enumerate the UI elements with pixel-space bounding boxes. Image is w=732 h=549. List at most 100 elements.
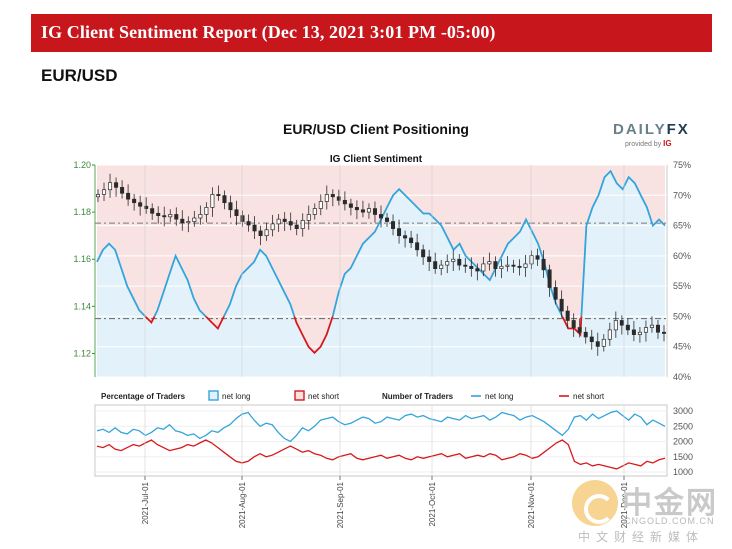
candle-body <box>481 263 486 272</box>
candle-body <box>102 189 107 195</box>
candle-body <box>505 264 510 267</box>
candle-body <box>433 261 438 269</box>
candle-body <box>607 329 612 340</box>
candle-body <box>463 264 468 267</box>
candle-body <box>565 310 570 321</box>
main-plot: 40% 45% 50% 55% 60% 65% 70% 75% 1.12 1.14 1.16 1.18… <box>73 160 691 382</box>
chart-subtitle: IG Client Sentiment <box>330 154 423 165</box>
candle-body <box>385 217 390 222</box>
candle-body <box>427 256 432 262</box>
logo-wordmark: DAILYFX <box>613 121 690 138</box>
candle-body <box>451 258 456 262</box>
candle-body <box>613 320 618 331</box>
legend-num-label: Number of Traders <box>382 392 454 401</box>
pct-tick-label: 60% <box>673 251 691 261</box>
candle-body <box>511 264 516 267</box>
legend-num-short-label: net short <box>573 392 605 401</box>
net-short-fill <box>97 165 665 353</box>
candle-body <box>294 224 299 229</box>
pct-tick-label: 75% <box>673 160 691 170</box>
candle-body <box>643 327 648 333</box>
x-tick-label: 2021-Sep-01 <box>336 481 345 528</box>
candle-body <box>174 214 179 220</box>
candle-body <box>457 258 462 266</box>
candle-body <box>192 217 197 222</box>
candle-body <box>168 214 173 218</box>
candle-body <box>391 221 396 229</box>
candle-body <box>499 265 504 269</box>
traders-tick-label: 1500 <box>673 452 693 462</box>
candle-body <box>625 324 630 331</box>
candle-body <box>264 229 269 237</box>
candle-body <box>354 207 359 211</box>
pct-tick-label: 50% <box>673 311 691 321</box>
candle-body <box>330 194 335 198</box>
candle-body <box>475 268 480 272</box>
candle-body <box>397 228 402 237</box>
candle-body <box>649 324 654 328</box>
pct-tick-label: 70% <box>673 190 691 200</box>
legend-pct-label: Percentage of Traders <box>101 392 186 401</box>
x-tick-label: 2021-Jul-01 <box>141 481 150 524</box>
price-tick-label: 1.18 <box>73 207 91 217</box>
candle-body <box>366 208 371 213</box>
candle-body <box>252 224 257 232</box>
traders-tick-label: 2500 <box>673 421 693 431</box>
pct-tick-label: 55% <box>673 281 691 291</box>
candle-body <box>559 298 564 312</box>
logo-sub-text: provided by <box>625 141 662 148</box>
price-tick-label: 1.20 <box>73 160 91 170</box>
candle-body <box>631 329 636 335</box>
cngold-watermark: 中金网 CNGOLD.COM.CN 中文财经新媒体 <box>572 478 732 546</box>
candle-body <box>258 230 263 237</box>
candle-body <box>523 263 528 268</box>
net-long-traders-line <box>96 410 666 443</box>
candle-body <box>409 237 414 244</box>
candle-body <box>300 220 305 229</box>
candle-body <box>312 208 317 215</box>
logo-provided-by: provided by IG <box>625 139 672 148</box>
candle-body <box>204 207 209 215</box>
x-axis: 2021-Jul-01 2021-Aug-01 2021-Sep-01 2021-Oc… <box>141 165 629 528</box>
candle-body <box>216 194 221 196</box>
legend-pct-short-swatch <box>294 390 305 401</box>
candle-body <box>421 249 426 258</box>
candle-body <box>637 331 642 335</box>
candle-body <box>114 182 119 188</box>
candle-body <box>595 341 600 347</box>
legend-pct-long-swatch <box>208 390 219 401</box>
pct-tick-label: 65% <box>673 221 691 231</box>
chart-title: EUR/USD Client Positioning <box>283 121 469 137</box>
candle-body <box>342 199 347 205</box>
candle-body <box>661 331 667 334</box>
candle-body <box>306 214 311 221</box>
candle-body <box>234 209 239 216</box>
candle-body <box>282 218 287 222</box>
candle-body <box>132 198 137 204</box>
candle-body <box>547 269 552 288</box>
candle-body <box>553 287 558 300</box>
net-long-fill <box>97 171 665 377</box>
watermark-cn-text: 中金网 <box>622 486 718 521</box>
legend: Percentage of Traders net long net short Nu… <box>101 390 605 401</box>
candle-body <box>535 255 540 260</box>
watermark-en-text: CNGOLD.COM.CN <box>624 516 715 526</box>
candle-body <box>276 218 281 225</box>
candle-body <box>222 195 227 204</box>
candle-body <box>517 265 522 268</box>
logo-fx-text: FX <box>666 121 690 138</box>
traders-plot: 1000 1500 2000 2500 3000 <box>94 404 693 477</box>
candle-body <box>324 194 329 202</box>
candle-body <box>150 208 155 214</box>
candle-body <box>144 205 149 209</box>
candle-body <box>619 320 624 326</box>
dailyfx-logo: DAILYFX provided by IG <box>613 121 703 151</box>
candle-body <box>589 336 594 343</box>
candle-body <box>583 331 588 338</box>
x-tick-label: 2021-Dec-01 <box>620 481 629 528</box>
candle-body <box>493 261 498 269</box>
logo-ig-text: IG <box>663 139 672 148</box>
x-tick-label: 2021-Nov-01 <box>527 481 536 528</box>
x-tick-label: 2021-Aug-01 <box>238 481 247 528</box>
